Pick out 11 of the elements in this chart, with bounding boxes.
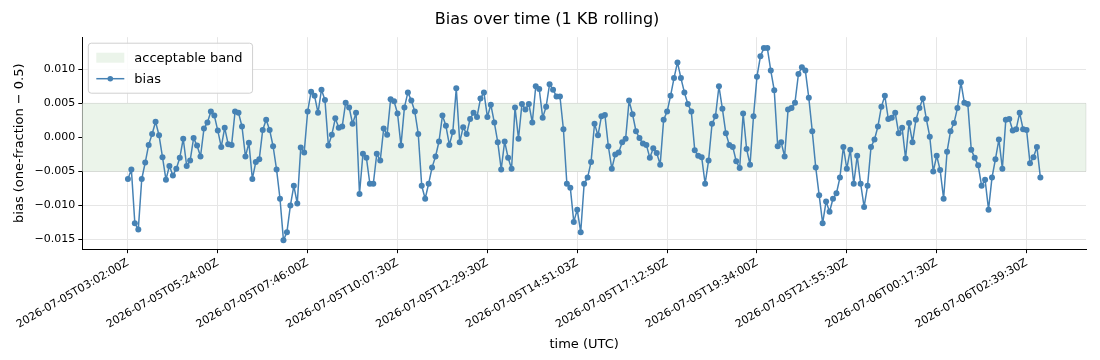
y-tick-label: 0.010	[43, 62, 76, 76]
y-tick-label: 0.000	[43, 130, 76, 144]
x-axis-title: time (UTC)	[549, 335, 619, 351]
chart-title: Bias over time (1 KB rolling)	[434, 8, 660, 28]
y-tick-label: −0.010	[34, 198, 76, 212]
y-tick-label: −0.005	[34, 164, 76, 178]
y-tick-label: 0.005	[43, 96, 76, 110]
legend-label: bias	[134, 71, 162, 87]
y-tick-label: −0.015	[34, 232, 76, 246]
legend-label: acceptable band	[134, 50, 243, 66]
y-axis-title: bias (one-fraction − 0.5)	[11, 63, 27, 223]
